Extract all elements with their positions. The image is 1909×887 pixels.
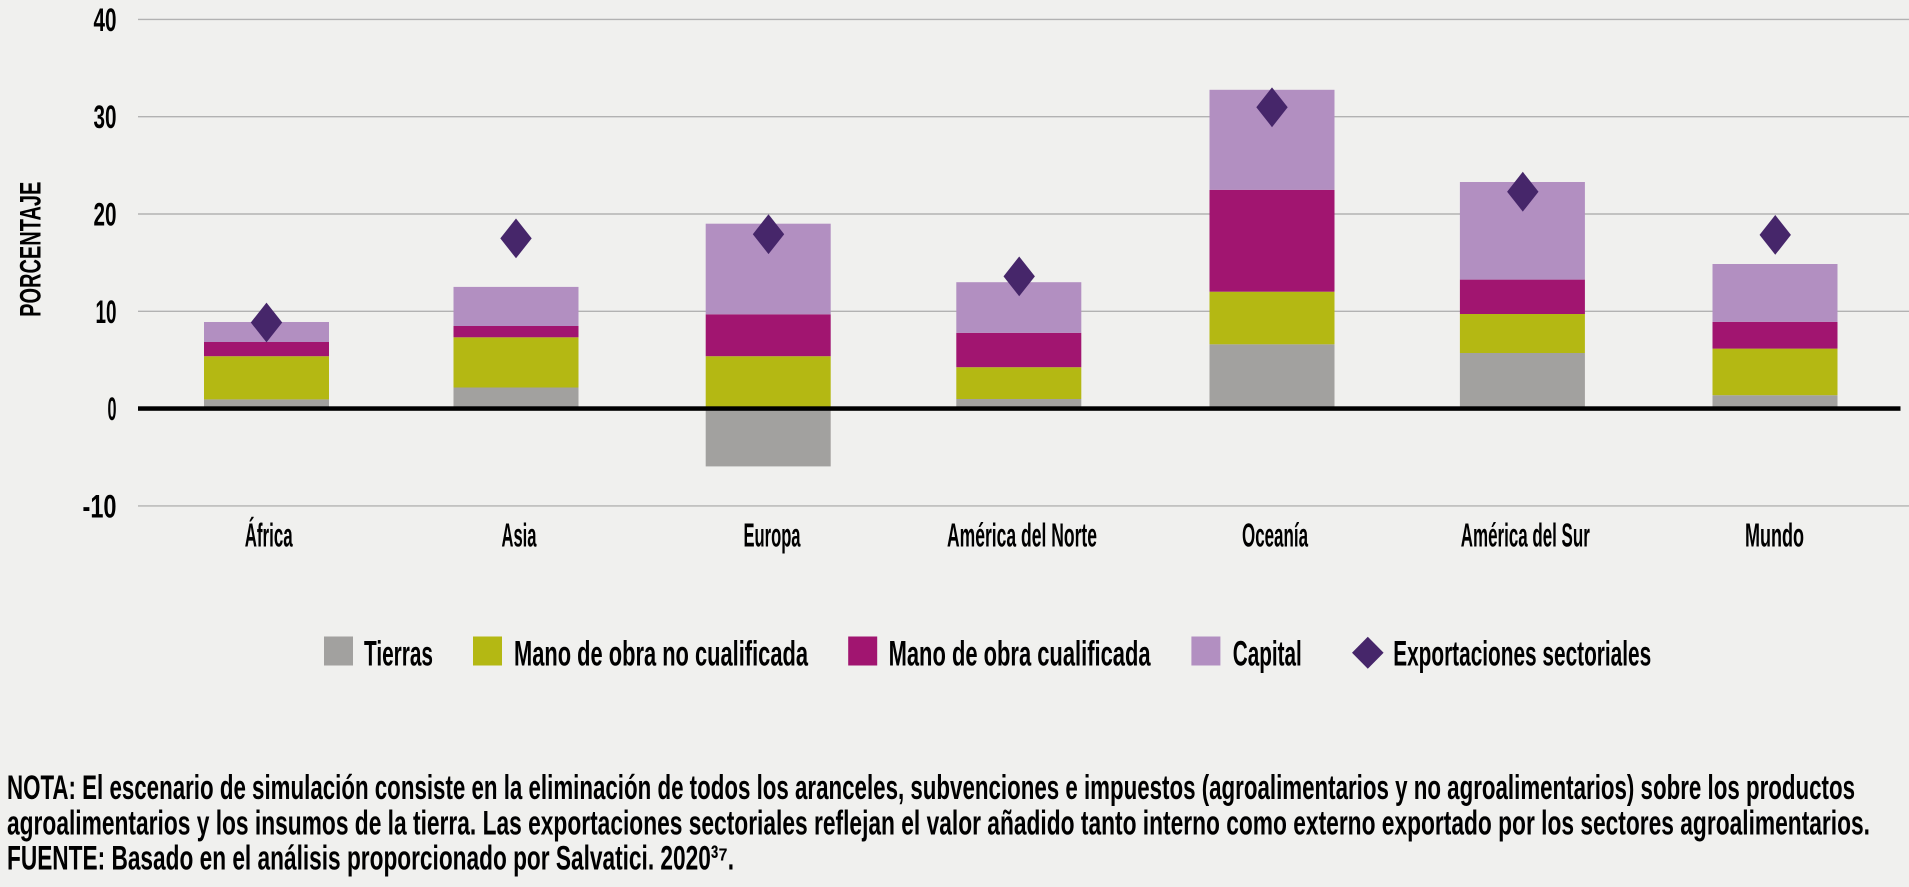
svg-text:30: 30 <box>94 99 117 135</box>
svg-text:PORCENTAJE: PORCENTAJE <box>15 182 48 317</box>
svg-text:América del Norte: América del Norte <box>947 517 1097 554</box>
svg-text:Mano de obra cualificada: Mano de obra cualificada <box>889 634 1151 674</box>
svg-text:Asia: Asia <box>502 517 537 554</box>
svg-text:África: África <box>245 516 293 554</box>
svg-text:Oceanía: Oceanía <box>1242 517 1308 554</box>
svg-text:Europa: Europa <box>744 517 801 554</box>
svg-text:Tierras: Tierras <box>364 634 433 674</box>
svg-text:10: 10 <box>96 294 117 330</box>
svg-text:NOTA: El escenario de simulaci: NOTA: El escenario de simulación consist… <box>7 769 1855 807</box>
svg-text:FUENTE: Basado en el análisis: FUENTE: Basado en el análisis proporcion… <box>7 840 734 878</box>
svg-text:Mundo: Mundo <box>1745 517 1804 554</box>
svg-text:0: 0 <box>108 391 117 427</box>
svg-text:América del Sur: América del Sur <box>1461 517 1590 554</box>
svg-text:agroalimentarios y los insumos: agroalimentarios y los insumos de la tie… <box>7 804 1870 842</box>
svg-text:Capital: Capital <box>1233 634 1302 674</box>
svg-text:40: 40 <box>94 2 117 38</box>
svg-text:Mano de obra no cualificada: Mano de obra no cualificada <box>514 634 808 674</box>
svg-text:-10: -10 <box>83 488 117 524</box>
svg-text:20: 20 <box>94 197 117 233</box>
svg-text:Exportaciones sectoriales: Exportaciones sectoriales <box>1393 634 1651 674</box>
